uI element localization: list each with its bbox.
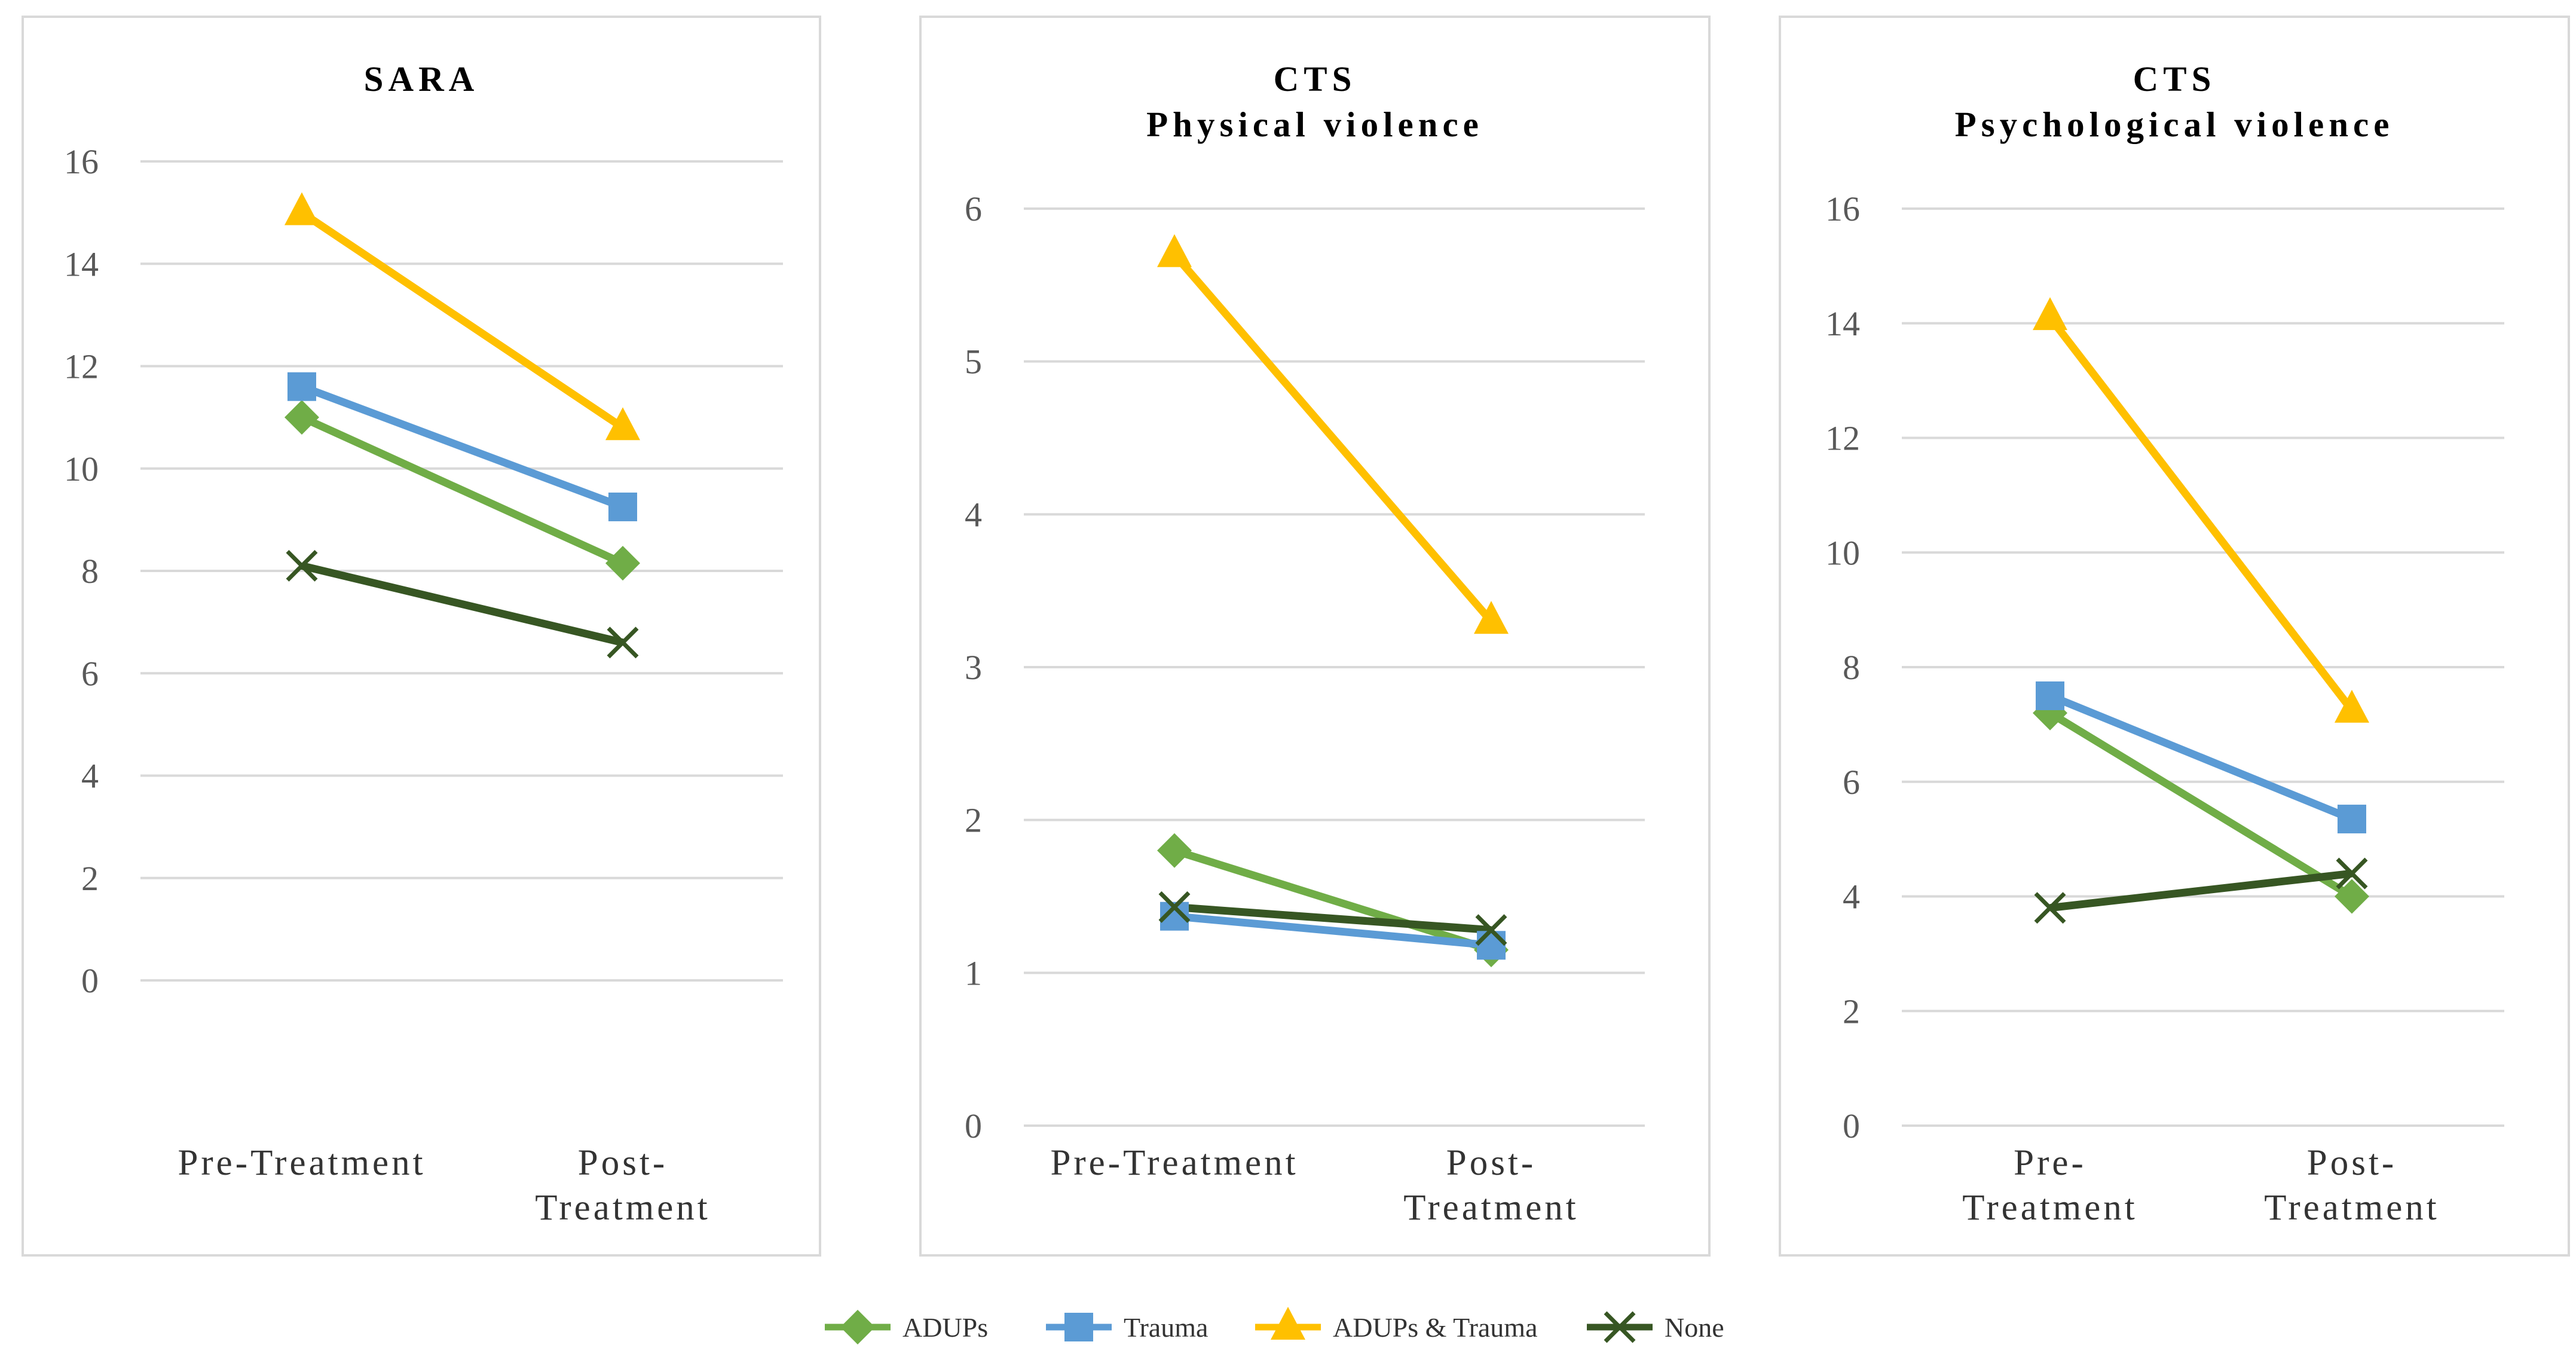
y-tick-label: 8 <box>81 552 99 591</box>
data-point-trauma <box>1477 931 1506 960</box>
legend-item-trauma: Trauma <box>1046 1312 1208 1343</box>
data-point-adups-trauma <box>2033 297 2067 331</box>
y-tick-label: 5 <box>965 343 982 381</box>
legend-item-adups: ADUPs <box>825 1310 988 1344</box>
x-category-label: Treatment <box>1962 1188 2138 1228</box>
x-category-label: Pre- <box>2014 1143 2087 1183</box>
data-point-none <box>1158 891 1191 923</box>
legend-label: ADUPs <box>902 1312 988 1343</box>
data-point-adups <box>284 400 319 435</box>
y-tick-label: 0 <box>1843 1107 1860 1145</box>
chart-title-line: CTS <box>1274 59 1357 99</box>
data-point-adups-trauma <box>284 192 319 225</box>
x-category-label: Treatment <box>535 1188 711 1228</box>
series-line-adups <box>2048 710 2354 900</box>
x-category-label: Post- <box>1446 1143 1536 1183</box>
y-tick-label: 4 <box>81 757 99 796</box>
y-tick-label: 16 <box>1825 190 1860 228</box>
y-tick-label: 10 <box>64 450 99 488</box>
data-point-adups-trauma <box>1474 601 1509 634</box>
y-tick-label: 3 <box>965 648 982 687</box>
legend-marker-adups <box>840 1310 875 1344</box>
y-tick-label: 4 <box>1843 878 1860 916</box>
x-category-label: Post- <box>578 1143 668 1183</box>
series-line-trauma <box>1174 912 1492 949</box>
y-tick-label: 8 <box>1843 648 1860 687</box>
y-tick-label: 12 <box>1825 419 1860 458</box>
data-point-trauma <box>287 372 316 401</box>
chart-panel-2: CTS Physical violence 0 1 2 3 4 5 6 Pre-Treatment… <box>919 16 1711 1257</box>
legend: ADUPs Trauma ADUPs & Trauma None <box>825 1307 1724 1344</box>
legend-label: None <box>1665 1312 1724 1343</box>
data-point-adups <box>1157 833 1192 868</box>
legend-label: ADUPs & Trauma <box>1333 1312 1538 1343</box>
series-line-trauma <box>300 383 625 511</box>
y-tick-label: 6 <box>81 654 99 693</box>
series-line-none <box>1174 903 1492 934</box>
data-point-adups-trauma <box>605 407 640 441</box>
data-point-none <box>2034 892 2066 924</box>
data-point-none <box>1475 914 1507 946</box>
y-tick-label: 12 <box>64 347 99 386</box>
data-point-trauma <box>2338 805 2366 834</box>
series-line-adups <box>300 414 625 567</box>
x-category-label: Pre-Treatment <box>178 1143 426 1183</box>
data-point-adups-trauma <box>1157 234 1192 267</box>
x-category-label: Post- <box>2307 1143 2397 1183</box>
y-tick-label: 2 <box>1843 992 1860 1031</box>
series-line-adups-trauma <box>299 209 625 431</box>
x-category-label: Treatment <box>2264 1188 2440 1228</box>
y-tick-label: 6 <box>965 190 982 228</box>
legend-marker-adups-trauma <box>1271 1307 1305 1340</box>
y-tick-label: 14 <box>1825 304 1860 343</box>
legend-label: Trauma <box>1124 1312 1208 1343</box>
chart-panel-1: SARA 0 2 4 6 8 10 12 14 16 Pre-Treatment Post- Treat… <box>22 16 821 1257</box>
series-line-adups-trauma <box>2046 315 2355 713</box>
data-point-none <box>607 626 639 659</box>
data-point-adups-trauma <box>2335 689 2369 723</box>
x-category-label: Treatment <box>1403 1188 1579 1228</box>
chart-title-line: SARA <box>364 59 479 99</box>
chart-title-line: Psychological violence <box>1955 105 2394 144</box>
legend-item-adups-trauma: ADUPs & Trauma <box>1255 1307 1538 1343</box>
y-tick-label: 10 <box>1825 533 1860 572</box>
data-point-trauma <box>608 492 637 521</box>
chart-panel-3: CTS Psychological violence 0 2 4 6 8 10 12 14 16 Pr… <box>1779 16 2570 1257</box>
y-tick-label: 4 <box>965 495 982 534</box>
series-line-adups-trauma <box>1171 252 1494 624</box>
legend-marker-trauma <box>1064 1313 1093 1341</box>
legend-item-none: None <box>1587 1311 1724 1343</box>
data-point-none <box>286 549 318 582</box>
y-tick-label: 0 <box>81 961 99 1000</box>
series-line-none <box>301 562 624 647</box>
y-tick-label: 6 <box>1843 763 1860 802</box>
data-point-trauma <box>2036 681 2064 710</box>
x-category-label: Pre-Treatment <box>1050 1143 1298 1183</box>
y-tick-label: 1 <box>965 953 982 992</box>
y-tick-label: 14 <box>64 244 99 283</box>
data-point-none <box>2336 857 2368 890</box>
legend-marker-none <box>1604 1311 1636 1343</box>
data-point-adups <box>605 546 640 581</box>
y-tick-label: 2 <box>965 801 982 840</box>
chart-frame <box>22 16 821 1257</box>
chart-title-line: Physical violence <box>1146 105 1483 144</box>
chart-frame <box>919 16 1711 1257</box>
y-tick-label: 16 <box>64 142 99 181</box>
data-point-adups <box>2335 879 2369 914</box>
y-tick-label: 0 <box>965 1107 982 1145</box>
series-line-none <box>2049 869 2352 912</box>
chart-frame <box>1779 16 2570 1257</box>
chart-title-line: CTS <box>2133 59 2216 99</box>
y-tick-label: 2 <box>81 859 99 898</box>
series-line-adups <box>1173 846 1492 954</box>
series-line-trauma <box>2048 692 2354 823</box>
